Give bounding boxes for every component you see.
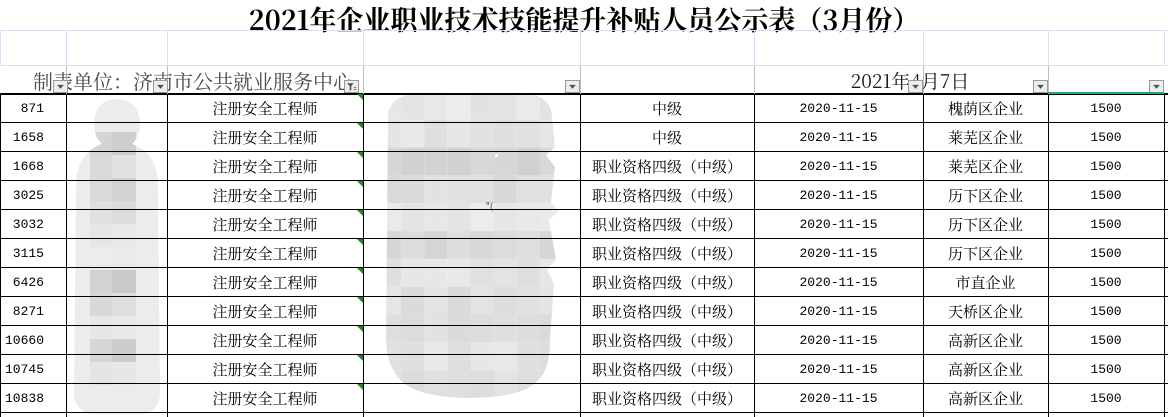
svg-text:"(: "(: [486, 198, 494, 213]
